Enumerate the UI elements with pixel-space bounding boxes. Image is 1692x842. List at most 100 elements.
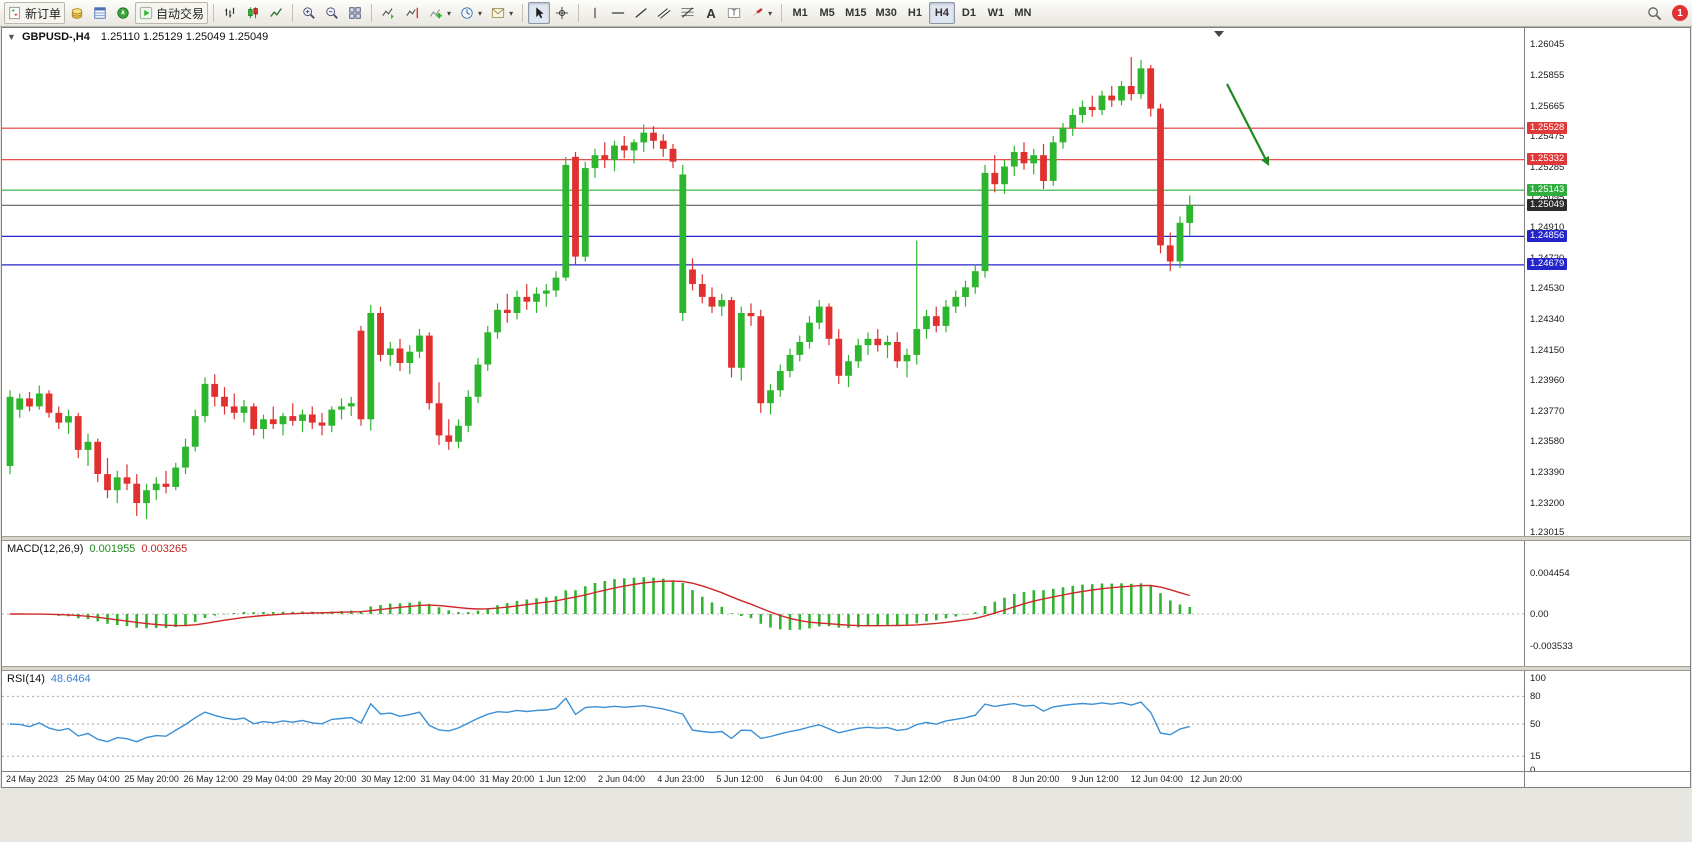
timeframe-button-m1[interactable]: M1 — [787, 2, 813, 24]
candle-body — [776, 371, 784, 391]
macd-histogram-bar — [1071, 585, 1075, 614]
text-tool-button[interactable]: A — [700, 2, 722, 24]
macd-histogram-bar — [486, 608, 489, 614]
line-chart-button[interactable] — [265, 2, 287, 24]
timeframe-button-w1[interactable]: W1 — [983, 2, 1009, 24]
macd-panel-row: MACD(12,26,9) 0.001955 0.003265 0.004454 0.… — [2, 540, 1690, 666]
period-menu-button[interactable]: ▾ — [456, 2, 486, 24]
macd-plot[interactable]: MACD(12,26,9) 0.001955 0.003265 — [2, 541, 1524, 666]
candle-body — [328, 409, 336, 426]
macd-histogram-bar — [876, 614, 880, 626]
timeframe-button-mn[interactable]: MN — [1010, 2, 1036, 24]
timeframe-button-h1[interactable]: H1 — [902, 2, 928, 24]
candle-body — [1079, 106, 1086, 115]
candle-body — [1059, 127, 1067, 143]
tile-windows-icon — [349, 7, 361, 19]
candle-body — [952, 296, 960, 307]
macd-histogram-bar — [730, 613, 733, 614]
macd-axis[interactable]: 0.004454 0.00 -0.003533 — [1524, 541, 1690, 666]
candle-body — [1040, 155, 1047, 181]
macd-histogram-bar — [184, 614, 187, 625]
panel-splitter[interactable] — [2, 536, 1690, 540]
crosshair-tool-button[interactable] — [551, 2, 573, 24]
candlestick-plot[interactable] — [2, 28, 1524, 536]
chart-window: ▼ GBPUSD-,H4 1.25110 1.25129 1.25049 1.2… — [1, 27, 1691, 788]
axis-tick-label: 0.004454 — [1530, 567, 1570, 579]
time-axis[interactable]: 24 May 2023 25 May 04:00 25 May 20:00 26 Ma… — [2, 772, 1524, 787]
macd-histogram-plot[interactable] — [2, 541, 1524, 666]
time-axis-label: 8 Jun 04:00 — [953, 774, 1001, 784]
bar-chart-button[interactable] — [219, 2, 241, 24]
notification-badge[interactable]: 1 — [1672, 5, 1688, 21]
price-axis[interactable]: 1.26045 1.25855 1.25665 1.25475 1.25285 1.250… — [1524, 28, 1690, 536]
line-chart-icon — [270, 8, 282, 17]
search-button[interactable] — [1643, 2, 1666, 24]
auto-scroll-button[interactable] — [377, 2, 400, 24]
candle-body — [620, 145, 628, 151]
chart-shift-marker-icon[interactable] — [1214, 31, 1224, 37]
vertical-line-tool-button[interactable] — [584, 2, 606, 24]
cursor-tool-button[interactable] — [528, 2, 551, 24]
horizontal-line-tool-button[interactable] — [607, 2, 629, 24]
candle-body — [152, 483, 160, 491]
time-axis-label: 8 Jun 20:00 — [1012, 774, 1060, 784]
candle-body — [1108, 95, 1116, 101]
candlestick-chart-button[interactable] — [242, 2, 264, 24]
arrows-menu-button[interactable]: ▾ — [746, 2, 776, 24]
zoom-in-button[interactable] — [298, 2, 320, 24]
tile-windows-button[interactable] — [344, 2, 366, 24]
macd-histogram-bar — [574, 590, 577, 614]
rsi-line-plot[interactable] — [2, 671, 1524, 771]
candle-body — [367, 313, 375, 420]
price-badge-1.24856: 1.24856 — [1527, 229, 1568, 242]
data-window-button[interactable] — [89, 2, 111, 24]
macd-name: MACD(12,26,9) — [7, 543, 84, 555]
panel-splitter[interactable] — [2, 666, 1690, 670]
fibonacci-tool-button[interactable] — [676, 2, 699, 24]
trendline-tool-button[interactable] — [630, 2, 652, 24]
chart-shift-button[interactable] — [401, 2, 424, 24]
timeframe-button-m30[interactable]: M30 — [872, 2, 901, 24]
channel-tool-button[interactable] — [653, 2, 675, 24]
candle-body — [162, 483, 170, 487]
templates-menu-button[interactable]: ▾ — [487, 2, 517, 24]
rsi-axis[interactable]: 100 80 50 15 0 — [1524, 671, 1690, 771]
macd-histogram-bar — [476, 610, 480, 614]
new-order-button[interactable]: 新订单 — [4, 2, 66, 24]
text-label-icon: T — [727, 8, 741, 18]
navigator-button[interactable] — [112, 2, 134, 24]
candle-body — [191, 416, 199, 447]
zoom-out-button[interactable] — [321, 2, 343, 24]
macd-histogram-bar — [905, 614, 909, 625]
indicators-menu-button[interactable]: ▾ — [425, 2, 455, 24]
time-axis-label: 31 May 20:00 — [479, 774, 535, 784]
candle-body — [981, 172, 989, 272]
timeframe-button-m5[interactable]: M5 — [814, 2, 840, 24]
candle-body — [650, 132, 657, 141]
main-chart-plot[interactable]: ▼ GBPUSD-,H4 1.25110 1.25129 1.25049 1.2… — [2, 28, 1524, 536]
text-label-tool-button[interactable]: T — [723, 2, 745, 24]
macd-histogram-bar — [1169, 600, 1172, 614]
candle-body — [104, 474, 111, 491]
macd-histogram-bar — [564, 590, 568, 614]
one-click-collapse-icon[interactable]: ▼ — [7, 32, 16, 42]
rsi-plot[interactable]: RSI(14) 48.6464 — [2, 671, 1524, 771]
timeframe-button-h4[interactable]: H4 — [928, 2, 955, 24]
macd-histogram-bar — [662, 578, 665, 614]
macd-histogram-bar — [242, 611, 246, 614]
candle-body — [523, 296, 531, 302]
candle-body — [172, 467, 180, 487]
annotation-arrow[interactable] — [1226, 83, 1266, 159]
candle-body — [240, 406, 248, 413]
axis-tick-label: 1.23200 — [1530, 497, 1565, 509]
macd-histogram-bar — [759, 614, 763, 624]
candle-body — [630, 142, 638, 151]
chevron-down-icon: ▾ — [768, 8, 773, 18]
candle-body — [377, 313, 384, 355]
market-watch-button[interactable] — [66, 2, 88, 24]
autotrading-button[interactable]: 自动交易 — [135, 2, 209, 24]
macd-histogram-bar — [847, 614, 850, 628]
timeframe-button-m15[interactable]: M15 — [841, 2, 870, 24]
timeframe-button-d1[interactable]: D1 — [956, 2, 982, 24]
macd-histogram-bar — [896, 614, 899, 626]
